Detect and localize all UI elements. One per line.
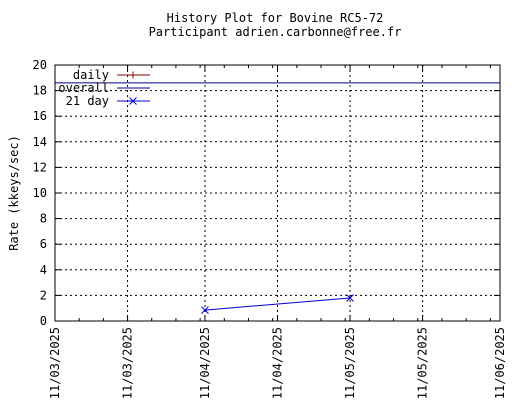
marker-stroke	[346, 294, 354, 302]
y-tick-label: 10	[33, 186, 47, 200]
chart-subtitle: Participant adrien.carbonne@free.fr	[149, 25, 402, 39]
y-tick-label: 6	[40, 237, 47, 251]
x-tick-label: 11/05/2025	[416, 327, 430, 399]
data-point	[346, 294, 354, 302]
y-tick-label: 16	[33, 109, 47, 123]
legend-label: daily	[73, 68, 109, 82]
y-tick-label: 2	[40, 288, 47, 302]
y-axis-label: Rate (kkeys/sec)	[7, 135, 21, 251]
x-axis-ticks: 11/03/2025 11/03/2025 11/04/2025 11/04/2025…	[48, 65, 507, 399]
y-tick-label: 4	[40, 263, 47, 277]
chart-title: History Plot for Bovine RC5-72	[167, 11, 384, 25]
x-tick-label: 11/04/2025	[198, 327, 212, 399]
x-tick-label: 11/03/2025	[48, 327, 62, 399]
y-tick-label: 18	[33, 84, 47, 98]
y-tick-label: 8	[40, 212, 47, 226]
y-tick-label: 0	[40, 314, 47, 328]
grid-lines	[55, 65, 500, 321]
data-point	[201, 306, 209, 314]
legend-label: 21 day	[66, 94, 109, 108]
marker-stroke	[201, 306, 209, 314]
x-tick-label: 11/05/2025	[343, 327, 357, 399]
series-21-day-line	[204, 297, 351, 311]
legend-label: overall	[58, 81, 109, 95]
y-tick-label: 20	[33, 58, 47, 72]
legend-marker	[129, 97, 137, 105]
y-tick-label: 12	[33, 160, 47, 174]
y-axis-ticks: 0 2 4 6 8 10 12 14 16 18 20	[33, 58, 500, 328]
x-tick-label: 11/04/2025	[271, 327, 285, 399]
plot-frame	[54, 64, 501, 322]
x-tick-label: 11/03/2025	[121, 327, 135, 399]
series-layer	[55, 82, 500, 314]
x-tick-label: 11/06/2025	[493, 327, 507, 399]
y-tick-label: 14	[33, 135, 47, 149]
